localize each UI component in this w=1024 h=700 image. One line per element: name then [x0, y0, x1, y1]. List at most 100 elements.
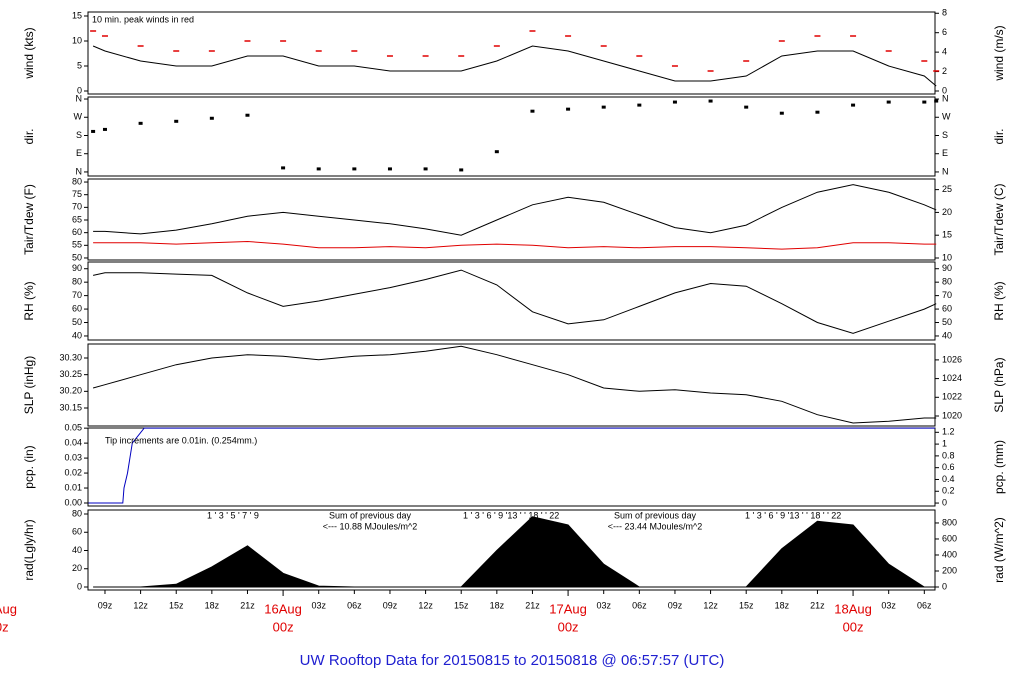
- dir-point: [138, 121, 143, 125]
- y-tick-label: 70: [72, 202, 82, 212]
- x-tick-label: 21z: [525, 600, 540, 610]
- dir-point: [174, 119, 179, 123]
- y-tick-label: S: [76, 130, 82, 140]
- dir-point: [886, 100, 891, 104]
- y2-tick-label: 90: [942, 263, 952, 273]
- y-axis-label: pcp. (in): [22, 445, 36, 488]
- x-tick-label: 18z: [490, 600, 505, 610]
- y-tick-label: 65: [72, 214, 82, 224]
- dir-point: [281, 166, 286, 170]
- y2-tick-label: 25: [942, 184, 952, 194]
- annotation: 1 ' 3 ' 5 ' 7 ' 9: [207, 510, 259, 520]
- y2-tick-label: 70: [942, 290, 952, 300]
- y2-tick-label: 10: [942, 252, 952, 262]
- y2-tick-label: N: [942, 166, 949, 176]
- y-tick-label: N: [76, 93, 83, 103]
- x-tick-label: 09z: [98, 600, 113, 610]
- y-tick-label: 60: [72, 303, 82, 313]
- y-tick-label: 15: [72, 10, 82, 20]
- day-label: 15Aug: [0, 601, 17, 616]
- y-tick-label: W: [74, 112, 83, 122]
- y-tick-label: 75: [72, 189, 82, 199]
- y2-tick-label: 50: [942, 317, 952, 327]
- y-axis-label: Tair/Tdew (F): [22, 184, 36, 255]
- dir-point: [530, 109, 535, 113]
- y2-tick-label: 60: [942, 303, 952, 313]
- y2-tick-label: 0: [942, 85, 947, 95]
- annotation: <--- 10.88 MJoules/m^2: [323, 521, 418, 531]
- y2-tick-label: 1022: [942, 392, 962, 402]
- y2-tick-label: 20: [942, 207, 952, 217]
- annotation: Sum of previous day: [614, 510, 697, 520]
- x-tick-label: 03z: [311, 600, 326, 610]
- day-hour-label: 00z: [558, 619, 579, 634]
- x-tick-label: 15z: [169, 600, 184, 610]
- dir-point: [815, 110, 820, 114]
- dir-point: [744, 105, 749, 109]
- day-hour-label: 00z: [843, 619, 864, 634]
- y2-tick-label: 0.4: [942, 474, 955, 484]
- y2-tick-label: 2: [942, 66, 947, 76]
- series-line: [88, 427, 935, 504]
- dir-point: [934, 99, 939, 103]
- y-tick-label: 0.04: [64, 437, 82, 447]
- y-tick-label: 0.02: [64, 467, 82, 477]
- y2-tick-label: 0: [942, 497, 947, 507]
- y-tick-label: 70: [72, 290, 82, 300]
- day-label: 17Aug: [549, 601, 587, 616]
- y2-tick-label: W: [942, 112, 951, 122]
- panel-frame: [87, 178, 936, 261]
- x-tick-label: 12z: [133, 600, 148, 610]
- y-tick-label: 10: [72, 35, 82, 45]
- dir-point: [245, 113, 250, 117]
- y-tick-label: 0.00: [64, 497, 82, 507]
- y-axis-label: rad(Lgly/hr): [22, 519, 36, 580]
- y-tick-label: 60: [72, 227, 82, 237]
- dir-point: [637, 103, 642, 107]
- x-tick-label: 09z: [383, 600, 398, 610]
- y2-tick-label: 0.6: [942, 462, 955, 472]
- y-tick-label: 30.20: [59, 386, 82, 396]
- y2-axis-label: RH (%): [992, 281, 1006, 320]
- dir-point: [459, 168, 464, 172]
- y2-tick-label: 400: [942, 549, 957, 559]
- y2-tick-label: 15: [942, 230, 952, 240]
- y2-tick-label: 1024: [942, 373, 962, 383]
- panel-frame: [87, 11, 936, 95]
- y2-tick-label: 600: [942, 533, 957, 543]
- y2-tick-label: 1020: [942, 410, 962, 420]
- x-tick-label: 03z: [881, 600, 896, 610]
- y2-tick-label: N: [942, 93, 949, 103]
- x-tick-label: 15z: [739, 600, 754, 610]
- y-axis-label: dir.: [22, 128, 36, 144]
- y-tick-label: 0.03: [64, 452, 82, 462]
- dir-point: [922, 100, 927, 104]
- y-axis-label: wind (kts): [22, 27, 36, 79]
- y2-tick-label: 80: [942, 277, 952, 287]
- x-tick-label: 06z: [917, 600, 932, 610]
- y2-tick-label: 0: [942, 581, 947, 591]
- dir-point: [352, 167, 357, 171]
- x-tick-label: 18z: [205, 600, 220, 610]
- series-line: [93, 184, 937, 236]
- y2-tick-label: 1.2: [942, 427, 955, 437]
- x-tick-label: 21z: [810, 600, 825, 610]
- y-tick-label: 0.01: [64, 482, 82, 492]
- radiation-area: [93, 516, 937, 588]
- y-tick-label: 40: [72, 330, 82, 340]
- annotation: <--- 23.44 MJoules/m^2: [608, 521, 703, 531]
- y-tick-label: 30.25: [59, 369, 82, 379]
- y2-axis-label: SLP (hPa): [992, 357, 1006, 412]
- dir-point: [672, 100, 677, 104]
- panel-frame: [87, 343, 936, 427]
- y2-tick-label: 8: [942, 8, 947, 18]
- y-axis-label: RH (%): [22, 281, 36, 320]
- y2-tick-label: 4: [942, 47, 947, 57]
- series-line: [92, 345, 937, 424]
- y2-tick-label: 1026: [942, 354, 962, 364]
- y2-tick-label: S: [942, 130, 948, 140]
- annotation: Tip increments are 0.01in. (0.254mm.): [105, 435, 257, 445]
- x-tick-label: 12z: [703, 600, 718, 610]
- day-hour-label: 00z: [273, 619, 294, 634]
